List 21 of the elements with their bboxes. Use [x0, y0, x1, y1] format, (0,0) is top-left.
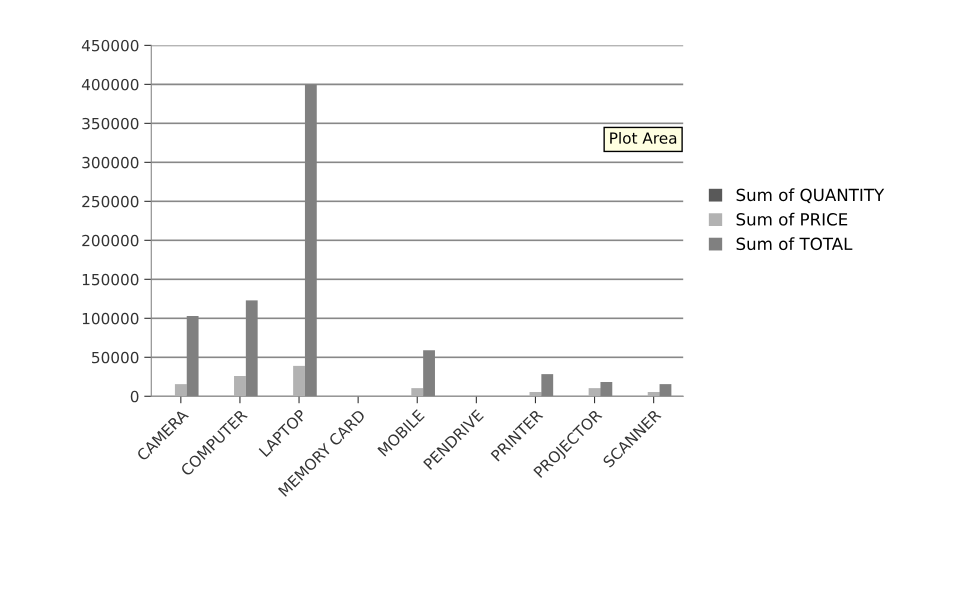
y-tick-label: 200000: [82, 234, 138, 246]
bar: [648, 392, 660, 396]
bar: [411, 388, 424, 396]
bar: [174, 384, 187, 396]
y-tick-label: 150000: [82, 274, 138, 286]
legend-label: Sum of TOTAL: [736, 237, 852, 250]
legend-label: Sum of PRICE: [736, 212, 848, 226]
y-tick-label: 50000: [92, 352, 138, 364]
y-tick-label: 350000: [82, 118, 138, 130]
y-tick-label: 450000: [82, 40, 138, 52]
y-tick-label: 250000: [82, 196, 138, 208]
annotation: Plot Area: [610, 132, 676, 144]
y-tick-label: 0: [130, 390, 138, 402]
y-tick-label: 300000: [82, 156, 138, 168]
legend-label: Sum of QUANTITY: [736, 188, 884, 204]
bar: [530, 392, 542, 396]
bar: [588, 388, 600, 396]
bar: [234, 376, 246, 396]
y-tick-label: 100000: [82, 312, 138, 324]
y-tick-label: 400000: [82, 78, 138, 90]
bar: [293, 366, 305, 396]
